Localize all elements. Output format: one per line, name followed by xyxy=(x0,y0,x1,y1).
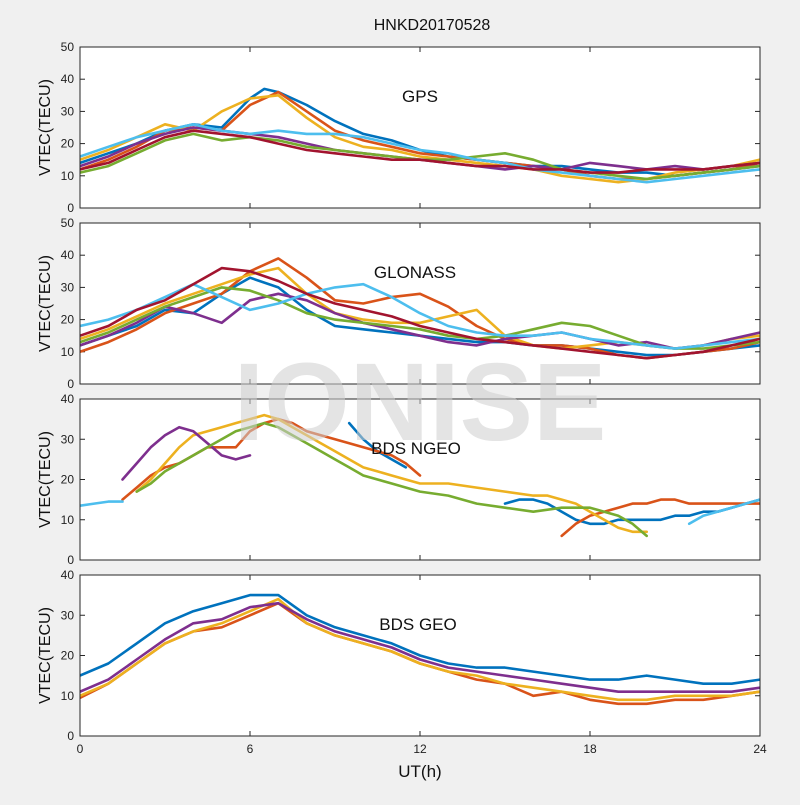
axes-box xyxy=(79,574,761,737)
y-tick-label: 40 xyxy=(61,568,75,582)
series-line xyxy=(80,123,760,184)
y-tick-label: 40 xyxy=(61,248,75,262)
series-line xyxy=(80,597,760,702)
y-tick-label: 0 xyxy=(67,377,74,391)
y-tick-label: 40 xyxy=(61,72,75,86)
series-line xyxy=(80,500,124,507)
y-tick-label: 20 xyxy=(61,649,75,663)
y-tick-label: 10 xyxy=(61,513,75,527)
axes-box xyxy=(79,222,761,385)
y-tick-label: 10 xyxy=(61,169,75,183)
y-tick-label: 0 xyxy=(67,729,74,743)
panel-annotation: GLONASS xyxy=(374,263,456,282)
y-tick-label: 50 xyxy=(61,40,75,54)
x-tick-label: 0 xyxy=(77,742,84,756)
series-group xyxy=(80,413,760,538)
series-line xyxy=(80,292,760,350)
series-group xyxy=(80,257,760,360)
y-tick-label: 10 xyxy=(61,345,75,359)
panel-1: 0 10 20 30 40 50 GPS VTEC(TECU) xyxy=(37,40,761,215)
series-line xyxy=(80,266,760,360)
series-line xyxy=(121,417,422,501)
x-tick-label: 6 xyxy=(247,742,254,756)
series-group xyxy=(80,593,760,706)
y-tick-label: 40 xyxy=(61,392,75,406)
y-axis-label: VTEC(TECU) xyxy=(37,431,54,528)
y-axis-label: VTEC(TECU) xyxy=(37,255,54,352)
series-line xyxy=(121,425,252,481)
panel-2: 0 10 20 30 40 50 GLONASS VTEC(TECU) xyxy=(37,216,761,391)
series-line xyxy=(135,421,648,538)
x-tick-label: 12 xyxy=(413,742,427,756)
series-line xyxy=(80,601,760,693)
watermark: IONISE xyxy=(234,341,607,464)
y-axis-label: VTEC(TECU) xyxy=(37,79,54,176)
panel-annotation: GPS xyxy=(402,87,438,106)
y-tick-label: 10 xyxy=(61,689,75,703)
figure-title: HNKD20170528 xyxy=(374,17,491,34)
panel-annotation: BDS GEO xyxy=(379,615,456,634)
y-tick-label: 30 xyxy=(61,432,75,446)
y-axis-label: VTEC(TECU) xyxy=(37,607,54,704)
y-tick-label: 30 xyxy=(61,104,75,118)
y-tick-label: 20 xyxy=(61,137,75,151)
x-tick-label: 18 xyxy=(583,742,597,756)
axes-box xyxy=(79,398,761,561)
y-tick-label: 0 xyxy=(67,553,74,567)
series-line xyxy=(80,129,760,174)
series-group xyxy=(80,87,760,184)
series-line xyxy=(80,593,760,685)
x-axis-label: UT(h) xyxy=(398,762,441,781)
y-tick-label: 30 xyxy=(61,280,75,294)
series-line xyxy=(135,413,648,534)
panel-annotation: BDS NGEO xyxy=(371,439,461,458)
panel-3: 0 10 20 30 40 BDS NGEO VTEC(TECU) xyxy=(37,392,761,567)
plot-area xyxy=(80,399,760,560)
axes-box xyxy=(79,46,761,209)
y-tick-label: 20 xyxy=(61,313,75,327)
y-tick-label: 0 xyxy=(67,201,74,215)
y-tick-label: 50 xyxy=(61,216,75,230)
series-line xyxy=(687,498,760,526)
y-tick-label: 30 xyxy=(61,608,75,622)
x-tick-label: 24 xyxy=(753,742,767,756)
y-tick-label: 20 xyxy=(61,473,75,487)
panel-4: 0 10 20 30 40 0 6 12 18 24 BDS GEO VTEC(TECU) xyxy=(37,568,767,756)
